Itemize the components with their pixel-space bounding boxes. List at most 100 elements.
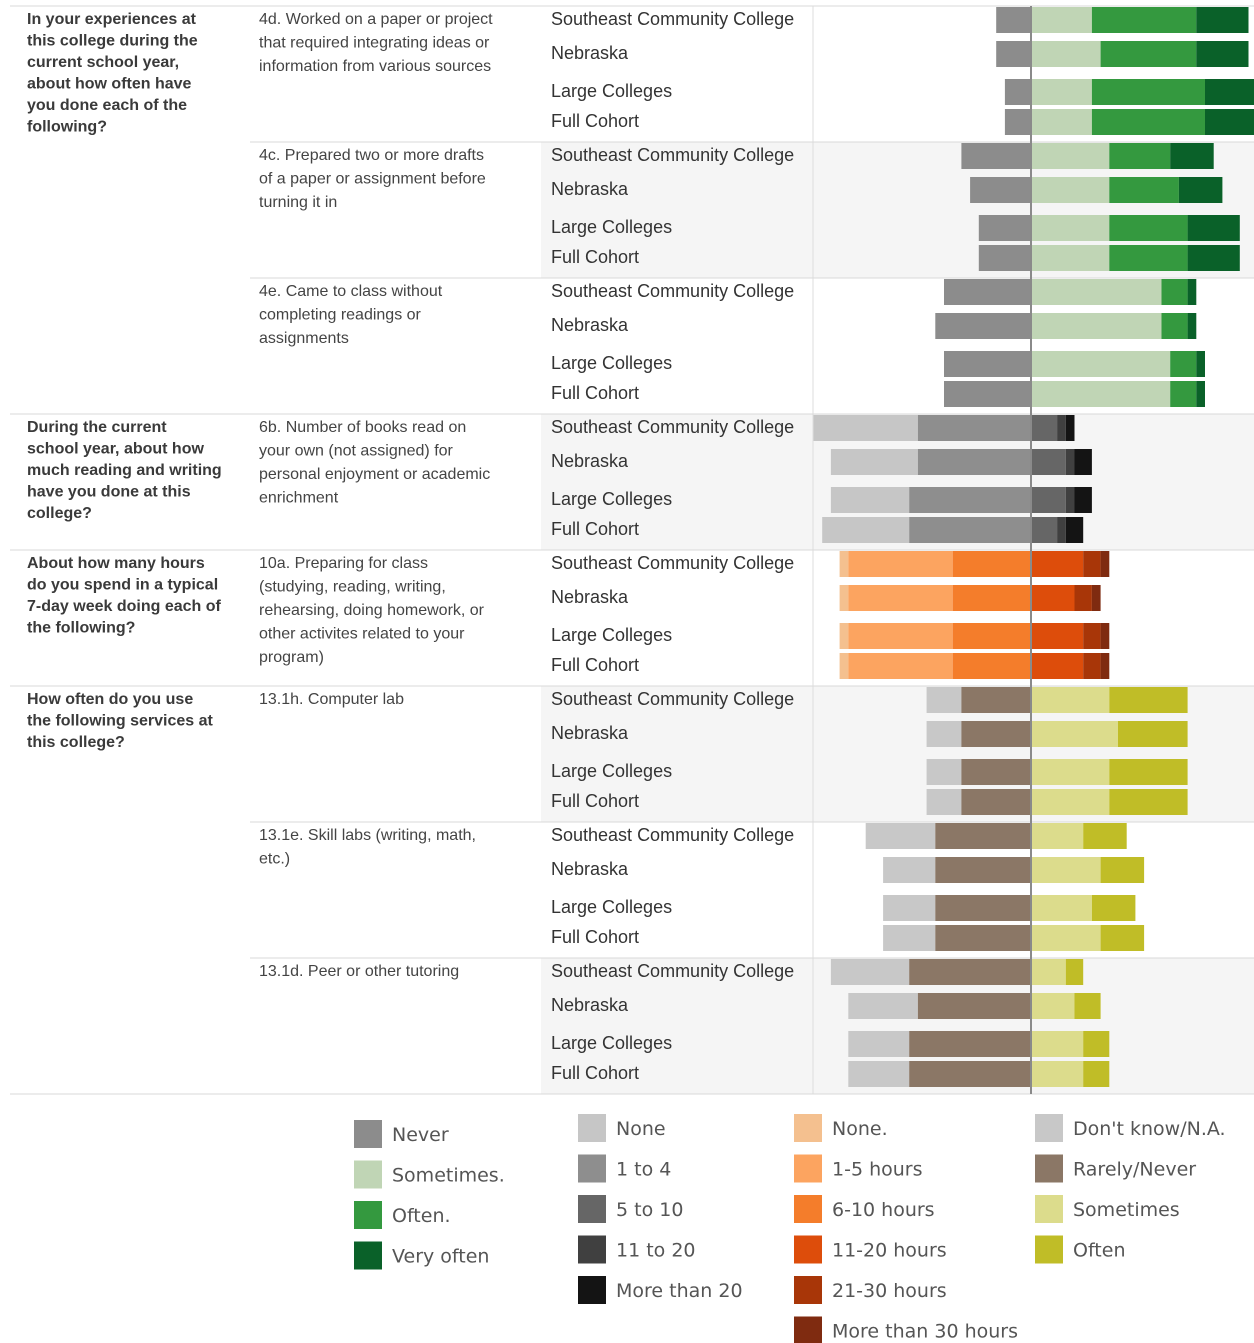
bar-segment: [1031, 721, 1118, 747]
bar-segment: [1031, 1061, 1084, 1087]
group-label: Full Cohort: [551, 927, 639, 947]
question-label: about how often have: [27, 76, 192, 93]
question-label: this college?: [27, 734, 125, 751]
bar-segment: [1091, 79, 1205, 105]
legend-swatch: [794, 1316, 822, 1343]
bar-segment: [1109, 687, 1188, 713]
legend-label: Sometimes: [1073, 1199, 1180, 1221]
group-label: Large Colleges: [551, 1033, 672, 1053]
item-label: your own (not assigned) for: [259, 443, 454, 460]
bar-segment: [944, 351, 1031, 377]
bar-segment: [1091, 895, 1136, 921]
group-label: Full Cohort: [551, 383, 639, 403]
bar-segment: [935, 895, 1031, 921]
bar-segment: [1031, 895, 1092, 921]
bar-segment: [961, 721, 1031, 747]
item-label: turning it in: [259, 194, 337, 211]
group-label: Nebraska: [551, 451, 629, 471]
bar-segment: [1205, 109, 1254, 135]
bar-segment: [1031, 245, 1110, 271]
bar-segment: [1031, 215, 1110, 241]
item-label: 13.1d. Peer or other tutoring: [259, 963, 459, 980]
legend-swatch: [794, 1154, 822, 1183]
bar-segment: [1161, 313, 1188, 339]
bar-segment: [1031, 687, 1110, 713]
legend-swatch: [1035, 1154, 1063, 1183]
group-label: Southeast Community College: [551, 961, 794, 981]
bar-segment: [848, 653, 953, 679]
question-label: this college during the: [27, 33, 198, 50]
bar-segment: [883, 895, 936, 921]
bar-segment: [1196, 7, 1249, 33]
bar-segment: [909, 959, 1031, 985]
bar-segment: [848, 623, 953, 649]
item-label: personal enjoyment or academic: [259, 466, 490, 483]
bar-segment: [909, 1061, 1031, 1087]
bar-segment: [1031, 313, 1162, 339]
legend-swatch: [794, 1276, 822, 1304]
group-label: Southeast Community College: [551, 9, 794, 29]
item-label: rehearsing, doing homework, or: [259, 602, 485, 619]
bar-segment: [1178, 177, 1223, 203]
legend-swatch: [578, 1154, 606, 1183]
bar-segment: [1100, 623, 1110, 649]
bar-segment: [830, 959, 910, 985]
bar-segment: [839, 585, 849, 611]
bar-segment: [1100, 551, 1110, 577]
item-label: enrichment: [259, 490, 339, 507]
legend-label: Don't know/N.A.: [1073, 1118, 1226, 1140]
bar-segment: [1109, 215, 1188, 241]
bar-segment: [1187, 245, 1240, 271]
bar-segment: [1083, 623, 1101, 649]
legend-swatch: [354, 1241, 382, 1270]
bar-segment: [1187, 313, 1197, 339]
bar-segment: [1091, 7, 1197, 33]
bar-segment: [970, 177, 1031, 203]
group-label: Full Cohort: [551, 111, 639, 131]
bar-segment: [961, 143, 1031, 169]
question-label: About how many hours: [27, 555, 205, 572]
legend-swatch: [578, 1276, 606, 1304]
bar-segment: [996, 7, 1031, 33]
legend-swatch: [354, 1160, 382, 1189]
bar-segment: [1031, 79, 1092, 105]
group-label: Large Colleges: [551, 217, 672, 237]
item-label: 4d. Worked on a paper or project: [259, 11, 493, 28]
group-label: Large Colleges: [551, 761, 672, 781]
bar-segment: [1100, 41, 1197, 67]
legend-label: Sometimes.: [392, 1165, 505, 1187]
group-label: Full Cohort: [551, 791, 639, 811]
item-label: program): [259, 649, 324, 666]
bar-segment: [1170, 381, 1197, 407]
group-label: Southeast Community College: [551, 689, 794, 709]
legend-label: Never: [392, 1124, 449, 1146]
question-label: In your experiences at: [27, 11, 197, 28]
bar-segment: [1109, 143, 1171, 169]
bar-segment: [1074, 487, 1092, 513]
question-label: the following services at: [27, 713, 214, 730]
bar-segment: [1100, 857, 1145, 883]
bar-segment: [1031, 415, 1058, 441]
bar-segment: [830, 487, 910, 513]
bar-segment: [1031, 585, 1075, 611]
bar-segment: [1196, 41, 1249, 67]
bar-segment: [935, 925, 1031, 951]
bar-segment: [1109, 759, 1188, 785]
group-label: Southeast Community College: [551, 417, 794, 437]
group-label: Full Cohort: [551, 519, 639, 539]
bar-segment: [1109, 245, 1188, 271]
bar-segment: [1031, 789, 1110, 815]
bar-segment: [952, 585, 1031, 611]
item-label: information from various sources: [259, 58, 491, 75]
bar-segment: [926, 721, 962, 747]
legend-label: More than 30 hours: [832, 1321, 1018, 1343]
bar-segment: [978, 245, 1031, 271]
item-label: 13.1e. Skill labs (writing, math,: [259, 827, 476, 844]
bar-segment: [848, 1031, 910, 1057]
bar-segment: [865, 823, 936, 849]
item-label: etc.): [259, 851, 290, 868]
bar-segment: [935, 823, 1031, 849]
bar-segment: [1031, 623, 1084, 649]
legend-label: 5 to 10: [616, 1199, 683, 1221]
group-label: Large Colleges: [551, 489, 672, 509]
